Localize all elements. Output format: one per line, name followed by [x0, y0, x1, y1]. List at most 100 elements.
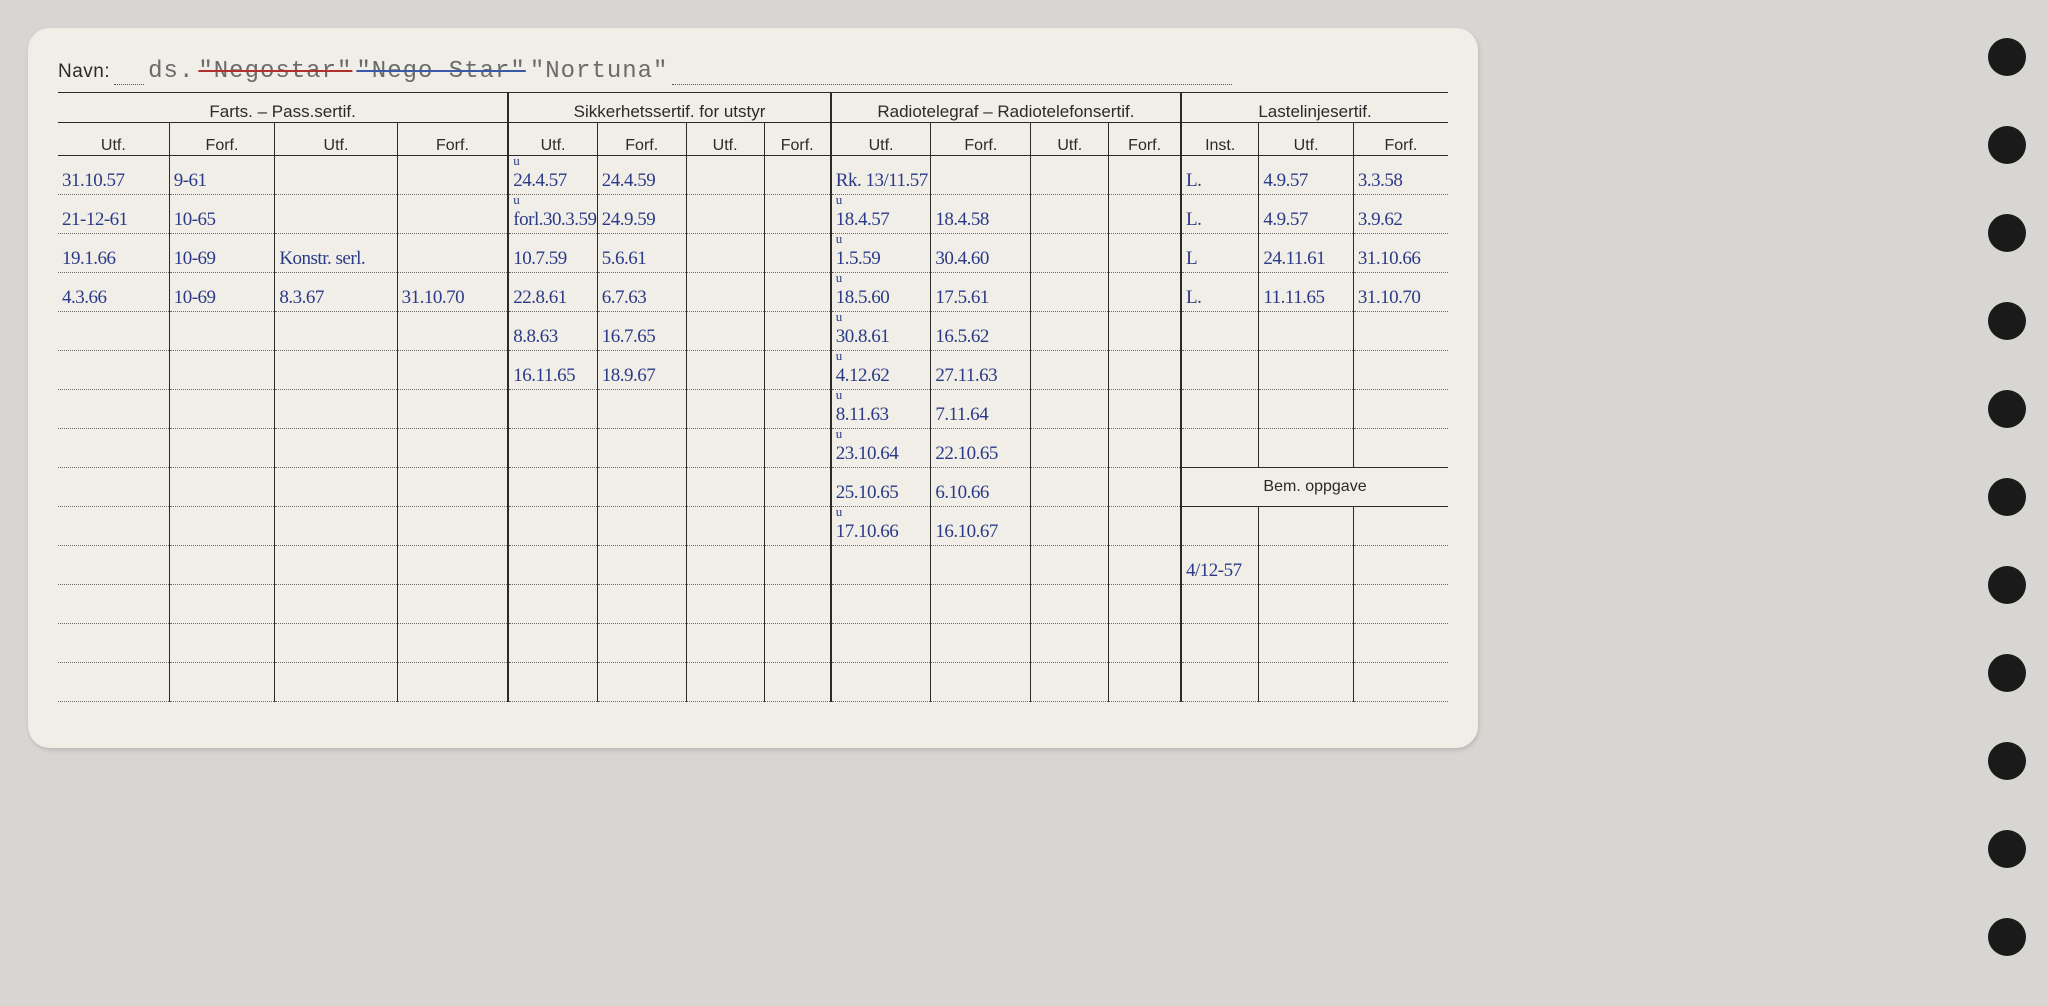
cell-value: 16.5.62 — [931, 326, 1030, 350]
cell-value: 17.10.66 — [832, 521, 931, 545]
column-header: Utf. — [1259, 123, 1354, 156]
data-cell — [1031, 351, 1109, 390]
data-cell — [931, 156, 1031, 195]
data-cell — [508, 663, 597, 702]
data-cell: Konstr. serl. — [275, 234, 397, 273]
cell-value — [931, 699, 1030, 701]
bem-header: Bem. oppgave — [1181, 468, 1448, 507]
data-cell — [1031, 585, 1109, 624]
data-cell — [1109, 468, 1181, 507]
data-cell — [1031, 663, 1109, 702]
cell-value: 4.9.57 — [1259, 209, 1353, 233]
data-cell — [1031, 273, 1109, 312]
data-cell — [764, 390, 831, 429]
data-cell — [1031, 312, 1109, 351]
column-header: Utf. — [508, 123, 597, 156]
data-cell — [1109, 234, 1181, 273]
table-row: 19.1.6610-69Konstr. serl.10.7.595.6.61u1… — [58, 234, 1448, 273]
cell-value: 22.8.61 — [509, 287, 596, 311]
data-cell — [169, 429, 275, 468]
bem-cell: 4/12-57 — [1182, 560, 1258, 584]
data-cell — [931, 663, 1031, 702]
data-cell — [764, 156, 831, 195]
data-cell: 6.10.66 — [931, 468, 1031, 507]
data-cell — [831, 624, 931, 663]
cell-value: 10-65 — [170, 209, 275, 233]
table-row: 4/12-57 — [58, 546, 1448, 585]
data-cell — [1031, 195, 1109, 234]
data-cell: 11.11.65 — [1259, 273, 1354, 312]
data-cell: 7.11.64 — [931, 390, 1031, 429]
data-cell: 9-61 — [169, 156, 275, 195]
section-header: Lastelinjesertif. — [1181, 92, 1448, 123]
data-cell: 4.9.57 — [1259, 156, 1354, 195]
data-cell — [764, 234, 831, 273]
data-cell: u18.4.57 — [831, 195, 931, 234]
data-cell — [597, 663, 686, 702]
data-cell — [275, 624, 397, 663]
data-cell: 6.7.63 — [597, 273, 686, 312]
cell-value: 6.7.63 — [598, 287, 686, 311]
data-cell — [508, 624, 597, 663]
data-cell — [764, 312, 831, 351]
data-cell — [686, 390, 764, 429]
data-cell — [169, 546, 275, 585]
data-cell — [931, 624, 1031, 663]
data-cell — [508, 546, 597, 585]
cell-value: L. — [1182, 170, 1258, 194]
data-cell — [1109, 273, 1181, 312]
bem-cell — [1259, 585, 1354, 624]
data-cell — [1259, 312, 1354, 351]
data-cell — [58, 585, 169, 624]
cell-value: L — [1182, 248, 1258, 272]
data-cell — [397, 390, 508, 429]
data-cell — [169, 351, 275, 390]
column-header: Utf. — [831, 123, 931, 156]
data-cell — [1031, 624, 1109, 663]
cell-value — [1109, 699, 1180, 701]
binder-hole — [1988, 390, 2026, 428]
column-header: Forf. — [169, 123, 275, 156]
data-cell — [831, 663, 931, 702]
cell-value: 31.10.70 — [398, 287, 508, 311]
data-cell — [1109, 663, 1181, 702]
data-cell — [58, 507, 169, 546]
cell-value: 5.6.61 — [598, 248, 686, 272]
cell-value: L. — [1182, 287, 1258, 311]
data-cell — [397, 351, 508, 390]
data-cell — [397, 663, 508, 702]
bem-cell — [1353, 546, 1448, 585]
cell-value — [398, 699, 508, 701]
table-row: 25.10.656.10.66Bem. oppgave — [58, 468, 1448, 507]
cell-value: Konstr. serl. — [275, 248, 396, 272]
section-header: Farts. – Pass.sertif. — [58, 92, 508, 123]
cell-value: 18.4.57 — [832, 209, 931, 233]
data-cell — [397, 429, 508, 468]
cell-value: 31.10.57 — [58, 170, 169, 194]
data-cell: 31.10.57 — [58, 156, 169, 195]
data-cell: 30.4.60 — [931, 234, 1031, 273]
cell-value: 17.5.61 — [931, 287, 1030, 311]
certificate-table: Farts. – Pass.sertif.Sikkerhetssertif. f… — [58, 92, 1448, 702]
data-cell — [1109, 507, 1181, 546]
cell-value: 6.10.66 — [931, 482, 1030, 506]
table-row: u8.11.637.11.64 — [58, 390, 1448, 429]
cell-value: L. — [1182, 209, 1258, 233]
table-row: 16.11.6518.9.67u4.12.6227.11.63 — [58, 351, 1448, 390]
data-cell — [764, 195, 831, 234]
cell-value: forl.30.3.59 — [509, 209, 596, 233]
data-cell: 24.4.59 — [597, 156, 686, 195]
data-cell — [597, 468, 686, 507]
data-cell — [397, 234, 508, 273]
data-cell — [397, 468, 508, 507]
data-cell — [686, 624, 764, 663]
cell-value: 4.9.57 — [1259, 170, 1353, 194]
data-cell — [764, 351, 831, 390]
cell-value: 30.8.61 — [832, 326, 931, 350]
bem-cell — [1181, 663, 1259, 702]
cell-value: Rk. 13/11.57 — [832, 170, 931, 194]
data-cell: 5.6.61 — [597, 234, 686, 273]
cell-value: 7.11.64 — [931, 404, 1030, 428]
dotted-fill — [114, 60, 144, 85]
record-card: Navn: ds. "Negostar" "Nego Star" "Nortun… — [28, 28, 1478, 748]
